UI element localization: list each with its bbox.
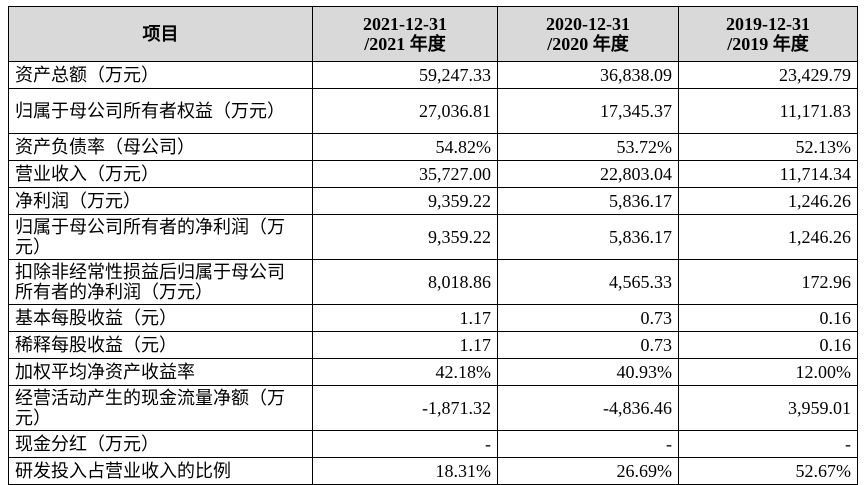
table-row: 稀释每股收益（元） 1.17 0.73 0.16 xyxy=(8,331,858,359)
financial-table: 项目 2021-12-31/2021 年度 2020-12-31/2020 年度 20… xyxy=(8,6,858,485)
table-row: 净利润（万元） 9,359.22 5,836.17 1,246.26 xyxy=(8,187,858,215)
value-cell: -1,871.32 xyxy=(312,385,498,431)
header-line: /2021 年度 xyxy=(364,34,446,54)
table-row: 加权平均净资产收益率 42.18% 40.93% 12.00% xyxy=(8,358,858,386)
value-cell: 54.82% xyxy=(312,133,498,161)
value-cell: 172.96 xyxy=(678,259,858,305)
header-cell: 2021-12-31/2021 年度 xyxy=(312,6,498,62)
header-cell: 2019-12-31/2019 年度 xyxy=(678,6,858,62)
table-row: 现金分红（万元） - - - xyxy=(8,430,858,458)
table-row: 归属于母公司所有者的净利润（万元） 9,359.22 5,836.17 1,246.2… xyxy=(8,214,858,260)
value-cell: 11,714.34 xyxy=(678,160,858,188)
row-label: 基本每股收益（元） xyxy=(8,304,313,332)
row-label: 净利润（万元） xyxy=(8,187,313,215)
table-row: 经营活动产生的现金流量净额（万元） -1,871.32 -4,836.46 3,959… xyxy=(8,385,858,431)
header-line: /2019 年度 xyxy=(727,34,809,54)
row-label: 扣除非经常性损益后归属于母公司所有者的净利润（万元） xyxy=(8,259,313,305)
value-cell: 0.73 xyxy=(497,304,679,332)
table-row: 归属于母公司所有者权益（万元） 27,036.81 17,345.37 11,171.… xyxy=(8,88,858,134)
row-label: 研发投入占营业收入的比例 xyxy=(8,457,313,485)
value-cell: 0.16 xyxy=(678,304,858,332)
table-row: 扣除非经常性损益后归属于母公司所有者的净利润（万元） 8,018.86 4,565.… xyxy=(8,259,858,305)
value-cell: 5,836.17 xyxy=(497,214,679,260)
row-label: 加权平均净资产收益率 xyxy=(8,358,313,386)
value-cell: 1.17 xyxy=(312,331,498,359)
row-label: 稀释每股收益（元） xyxy=(8,331,313,359)
table-row: 资产总额（万元） 59,247.33 36,838.09 23,429.79 xyxy=(8,61,858,89)
value-cell: 23,429.79 xyxy=(678,61,858,89)
value-cell: 18.31% xyxy=(312,457,498,485)
row-label: 现金分红（万元） xyxy=(8,430,313,458)
value-cell: 22,803.04 xyxy=(497,160,679,188)
value-cell: 53.72% xyxy=(497,133,679,161)
table-row: 基本每股收益（元） 1.17 0.73 0.16 xyxy=(8,304,858,332)
table-row: 资产负债率（母公司） 54.82% 53.72% 52.13% xyxy=(8,133,858,161)
value-cell: 40.93% xyxy=(497,358,679,386)
value-cell: 36,838.09 xyxy=(497,61,679,89)
header-cell: 2020-12-31/2020 年度 xyxy=(497,6,679,62)
row-label: 归属于母公司所有者权益（万元） xyxy=(8,88,313,134)
value-cell: 42.18% xyxy=(312,358,498,386)
value-cell: 1,246.26 xyxy=(678,214,858,260)
value-cell: 8,018.86 xyxy=(312,259,498,305)
row-label: 归属于母公司所有者的净利润（万元） xyxy=(8,214,313,260)
value-cell: 17,345.37 xyxy=(497,88,679,134)
value-cell: 27,036.81 xyxy=(312,88,498,134)
value-cell: 12.00% xyxy=(678,358,858,386)
value-cell: - xyxy=(678,430,858,458)
row-label: 资产总额（万元） xyxy=(8,61,313,89)
table-body: 资产总额（万元） 59,247.33 36,838.09 23,429.79 归属于母公… xyxy=(8,61,858,485)
header-row: 项目 2021-12-31/2021 年度 2020-12-31/2020 年度 20… xyxy=(8,6,858,62)
value-cell: 59,247.33 xyxy=(312,61,498,89)
header-line: 2019-12-31 xyxy=(726,14,810,34)
value-cell: 0.73 xyxy=(497,331,679,359)
row-label: 经营活动产生的现金流量净额（万元） xyxy=(8,385,313,431)
header-line: 2021-12-31 xyxy=(363,14,447,34)
value-cell: 26.69% xyxy=(497,457,679,485)
value-cell: 52.67% xyxy=(678,457,858,485)
value-cell: - xyxy=(497,430,679,458)
value-cell: 3,959.01 xyxy=(678,385,858,431)
header-cell: 项目 xyxy=(8,6,313,62)
value-cell: 1,246.26 xyxy=(678,187,858,215)
value-cell: 5,836.17 xyxy=(497,187,679,215)
header-line: /2020 年度 xyxy=(547,34,629,54)
value-cell: 4,565.33 xyxy=(497,259,679,305)
value-cell: -4,836.46 xyxy=(497,385,679,431)
header-line: 2020-12-31 xyxy=(546,14,630,34)
value-cell: 1.17 xyxy=(312,304,498,332)
row-label: 资产负债率（母公司） xyxy=(8,133,313,161)
value-cell: 11,171.83 xyxy=(678,88,858,134)
row-label: 营业收入（万元） xyxy=(8,160,313,188)
value-cell: 52.13% xyxy=(678,133,858,161)
value-cell: 0.16 xyxy=(678,331,858,359)
value-cell: - xyxy=(312,430,498,458)
value-cell: 9,359.22 xyxy=(312,187,498,215)
table-row: 研发投入占营业收入的比例 18.31% 26.69% 52.67% xyxy=(8,457,858,485)
table-row: 营业收入（万元） 35,727.00 22,803.04 11,714.34 xyxy=(8,160,858,188)
value-cell: 9,359.22 xyxy=(312,214,498,260)
value-cell: 35,727.00 xyxy=(312,160,498,188)
